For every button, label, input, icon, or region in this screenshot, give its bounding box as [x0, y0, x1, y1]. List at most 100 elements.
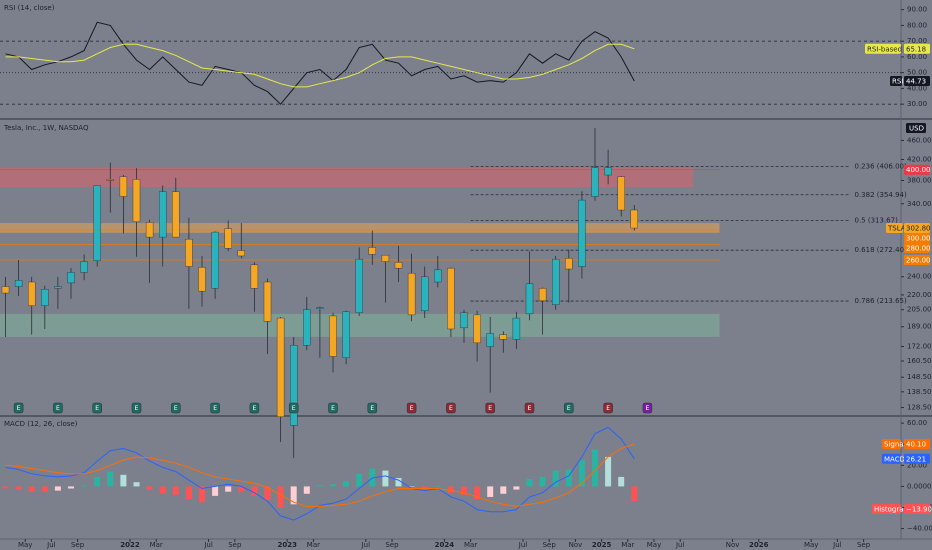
- histogram-bar: [264, 486, 271, 501]
- x-tick-label: May: [647, 541, 661, 549]
- x-tick-label: Mar: [464, 541, 477, 549]
- histogram-bar: [41, 486, 48, 492]
- x-tick-label: Jul: [832, 541, 842, 549]
- x-tick-label: Nov: [726, 541, 740, 549]
- series-name-label-bg: [872, 504, 901, 515]
- candle-body: [407, 273, 416, 316]
- candle-body: [630, 209, 638, 229]
- histogram-bar: [395, 477, 402, 487]
- event-marker: [524, 402, 535, 414]
- candle-body: [276, 317, 285, 417]
- candle-body: [578, 199, 586, 267]
- y-tick-label: 189.00: [907, 323, 932, 331]
- event-label: E: [410, 405, 414, 412]
- histogram-bar: [120, 474, 127, 487]
- candle-body: [460, 312, 468, 329]
- candle-body: [473, 314, 481, 344]
- x-tick-label: May: [18, 541, 32, 549]
- histogram-bar: [81, 485, 88, 487]
- x-tick-label: Mar: [307, 541, 320, 549]
- histogram-bar: [199, 486, 205, 503]
- histogram-bar: [434, 486, 441, 487]
- candle-body: [14, 280, 23, 287]
- last-value-label: 40.10: [906, 441, 926, 449]
- zone: [0, 167, 694, 188]
- x-tick-label: Sep: [228, 541, 242, 549]
- last-value-label: 26.21: [906, 455, 926, 463]
- candle-body: [237, 250, 246, 257]
- y-tick-label: 80.00: [907, 21, 927, 29]
- zone: [0, 313, 720, 337]
- level-label: 300.00: [906, 235, 931, 243]
- event-marker: [642, 402, 653, 414]
- y-tick-label: 420.00: [907, 156, 932, 164]
- histogram-bar: [592, 449, 598, 487]
- candle-body: [185, 239, 193, 267]
- histogram-bar: [447, 486, 454, 493]
- candle-body: [303, 309, 311, 346]
- histogram-bar: [421, 486, 428, 489]
- event-marker: [485, 402, 495, 414]
- histogram-bar: [631, 486, 638, 502]
- candle-body: [250, 264, 259, 289]
- histogram-bar: [539, 476, 546, 487]
- histogram-bar: [552, 470, 559, 487]
- event-marker: [367, 402, 378, 414]
- series-name-label: Signal: [884, 441, 906, 449]
- symbol-label-bg: [886, 223, 903, 234]
- event-label: E: [135, 405, 139, 412]
- last-price-label: 302.80: [906, 225, 931, 233]
- histogram-bar: [526, 479, 533, 487]
- event-marker: [603, 402, 613, 414]
- event-label: E: [174, 405, 178, 412]
- candle-body: [211, 231, 219, 289]
- candle-body: [591, 167, 599, 197]
- histogram-bar: [578, 460, 585, 487]
- series-name-label: MACD: [884, 455, 905, 463]
- y-tick-label: 60.00: [907, 53, 927, 61]
- currency-bg: [906, 123, 926, 133]
- signal-line: [5, 443, 635, 507]
- histogram-bar: [303, 486, 310, 494]
- candle-body: [525, 283, 534, 315]
- event-marker: [249, 402, 260, 414]
- event-label: E: [95, 405, 99, 412]
- level-label: 260.00: [906, 256, 931, 264]
- y-tick-label: 205.00: [907, 306, 932, 314]
- histogram-bar: [185, 486, 192, 500]
- event-label: E: [17, 405, 21, 412]
- histogram-bar: [487, 486, 494, 497]
- event-marker: [288, 402, 299, 414]
- y-tick-label: 50.00: [907, 69, 927, 77]
- event-label: E: [646, 405, 650, 412]
- event-label: E: [292, 405, 296, 412]
- y-tick-label: 160.50: [907, 357, 932, 365]
- histogram-bar: [408, 486, 415, 487]
- candle-body: [145, 222, 154, 238]
- event-label: E: [567, 405, 571, 412]
- x-tick-label: 2025: [592, 541, 612, 549]
- candle-body: [355, 258, 363, 314]
- series-name-label-bg: [882, 453, 901, 464]
- event-label: E: [606, 405, 610, 412]
- candle-body: [512, 317, 521, 340]
- symbol-label: TSLA: [887, 225, 906, 233]
- candle-body: [158, 191, 167, 238]
- x-tick-label: 2026: [749, 541, 769, 549]
- histogram-bar: [251, 486, 258, 496]
- candle-body: [499, 334, 507, 340]
- x-tick-label: Jul: [518, 541, 528, 549]
- candle-body: [67, 272, 75, 284]
- pane-title: MACD (12, 26, close): [4, 420, 78, 428]
- candle-body: [368, 247, 376, 255]
- histogram-bar: [474, 486, 481, 500]
- x-tick-label: 2024: [435, 541, 455, 549]
- fib-label: 0.786 (213.65): [855, 297, 907, 305]
- last-value-label: 65.18: [906, 45, 926, 53]
- candle-body: [316, 307, 324, 309]
- rsi-ma-line: [5, 43, 635, 88]
- pane-title: Tesla, Inc., 1W, NASDAQ: [3, 124, 89, 132]
- series-name-label: RSI: [892, 77, 903, 85]
